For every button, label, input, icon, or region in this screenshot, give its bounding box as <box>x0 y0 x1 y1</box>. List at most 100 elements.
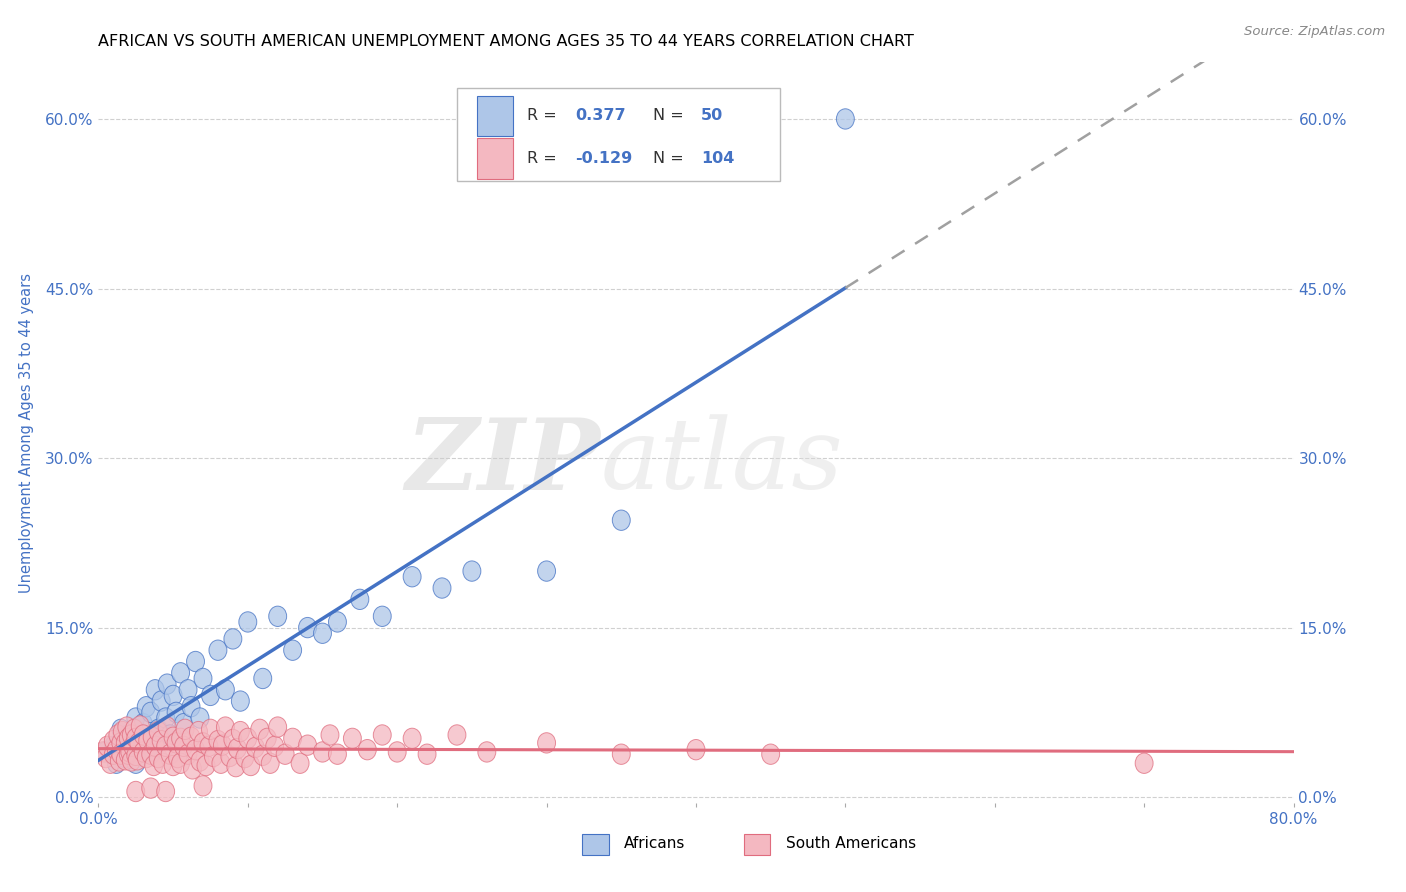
Ellipse shape <box>269 607 287 626</box>
Ellipse shape <box>104 731 122 751</box>
Ellipse shape <box>167 732 186 753</box>
Ellipse shape <box>172 753 190 773</box>
Ellipse shape <box>404 566 422 587</box>
Ellipse shape <box>139 742 156 762</box>
Ellipse shape <box>165 756 183 776</box>
Ellipse shape <box>214 735 232 756</box>
Ellipse shape <box>201 685 219 706</box>
Ellipse shape <box>221 747 239 766</box>
Ellipse shape <box>187 739 204 760</box>
Ellipse shape <box>174 736 193 756</box>
Ellipse shape <box>124 736 142 756</box>
Ellipse shape <box>131 731 149 751</box>
Ellipse shape <box>613 510 630 531</box>
Text: ZIP: ZIP <box>405 414 600 510</box>
Ellipse shape <box>143 727 162 747</box>
Ellipse shape <box>162 744 179 764</box>
Ellipse shape <box>291 753 309 773</box>
Ellipse shape <box>242 756 260 776</box>
Ellipse shape <box>98 736 117 756</box>
Ellipse shape <box>172 663 190 683</box>
FancyBboxPatch shape <box>477 95 513 136</box>
Ellipse shape <box>112 719 129 739</box>
Text: R =: R = <box>527 109 562 123</box>
Text: 104: 104 <box>700 151 734 166</box>
Ellipse shape <box>152 691 170 711</box>
Ellipse shape <box>97 742 115 762</box>
Ellipse shape <box>688 739 704 760</box>
Ellipse shape <box>232 691 249 711</box>
Ellipse shape <box>262 753 280 773</box>
Ellipse shape <box>343 728 361 748</box>
Ellipse shape <box>162 725 179 745</box>
Ellipse shape <box>250 719 269 739</box>
Text: N =: N = <box>652 151 689 166</box>
Ellipse shape <box>613 744 630 764</box>
Ellipse shape <box>259 728 276 748</box>
Ellipse shape <box>374 607 391 626</box>
Ellipse shape <box>172 728 190 748</box>
Ellipse shape <box>127 745 145 765</box>
Ellipse shape <box>135 742 152 762</box>
Ellipse shape <box>135 714 152 734</box>
Ellipse shape <box>165 685 183 706</box>
Ellipse shape <box>117 732 135 753</box>
Ellipse shape <box>276 744 294 764</box>
Ellipse shape <box>159 674 176 694</box>
Ellipse shape <box>156 781 174 802</box>
Text: N =: N = <box>652 109 689 123</box>
Ellipse shape <box>190 722 208 742</box>
Ellipse shape <box>537 561 555 582</box>
Ellipse shape <box>145 756 163 776</box>
Ellipse shape <box>228 739 246 759</box>
Ellipse shape <box>194 732 212 753</box>
Ellipse shape <box>169 747 187 768</box>
Ellipse shape <box>837 109 855 129</box>
Ellipse shape <box>107 753 125 773</box>
Ellipse shape <box>120 725 138 745</box>
Ellipse shape <box>122 751 141 772</box>
Ellipse shape <box>149 747 167 768</box>
Ellipse shape <box>463 561 481 582</box>
Text: Africans: Africans <box>624 836 686 851</box>
Ellipse shape <box>194 668 212 689</box>
Ellipse shape <box>142 778 160 798</box>
Ellipse shape <box>284 640 302 660</box>
Ellipse shape <box>254 745 271 765</box>
Ellipse shape <box>104 736 122 756</box>
Text: 50: 50 <box>700 109 723 123</box>
Ellipse shape <box>167 702 186 723</box>
Ellipse shape <box>388 742 406 762</box>
Ellipse shape <box>359 739 377 760</box>
Ellipse shape <box>314 624 332 643</box>
Ellipse shape <box>156 708 174 728</box>
Ellipse shape <box>478 742 496 762</box>
Ellipse shape <box>314 742 332 762</box>
Ellipse shape <box>194 776 212 796</box>
Ellipse shape <box>127 781 145 802</box>
Ellipse shape <box>266 736 284 756</box>
Ellipse shape <box>125 719 143 739</box>
Ellipse shape <box>101 753 120 773</box>
Ellipse shape <box>201 719 219 739</box>
Ellipse shape <box>174 714 193 734</box>
Ellipse shape <box>129 732 148 753</box>
Ellipse shape <box>200 736 218 756</box>
Text: -0.129: -0.129 <box>575 151 633 166</box>
Ellipse shape <box>135 725 152 745</box>
Ellipse shape <box>156 736 174 756</box>
Ellipse shape <box>433 578 451 599</box>
Ellipse shape <box>224 730 242 749</box>
Ellipse shape <box>254 668 271 689</box>
Ellipse shape <box>149 722 167 742</box>
Ellipse shape <box>374 725 391 745</box>
Ellipse shape <box>212 753 231 773</box>
Ellipse shape <box>226 756 245 777</box>
Text: 0.377: 0.377 <box>575 109 626 123</box>
Ellipse shape <box>191 751 209 772</box>
Ellipse shape <box>179 680 197 700</box>
Ellipse shape <box>117 749 135 770</box>
FancyBboxPatch shape <box>744 834 770 855</box>
Ellipse shape <box>138 747 155 768</box>
FancyBboxPatch shape <box>477 138 513 178</box>
